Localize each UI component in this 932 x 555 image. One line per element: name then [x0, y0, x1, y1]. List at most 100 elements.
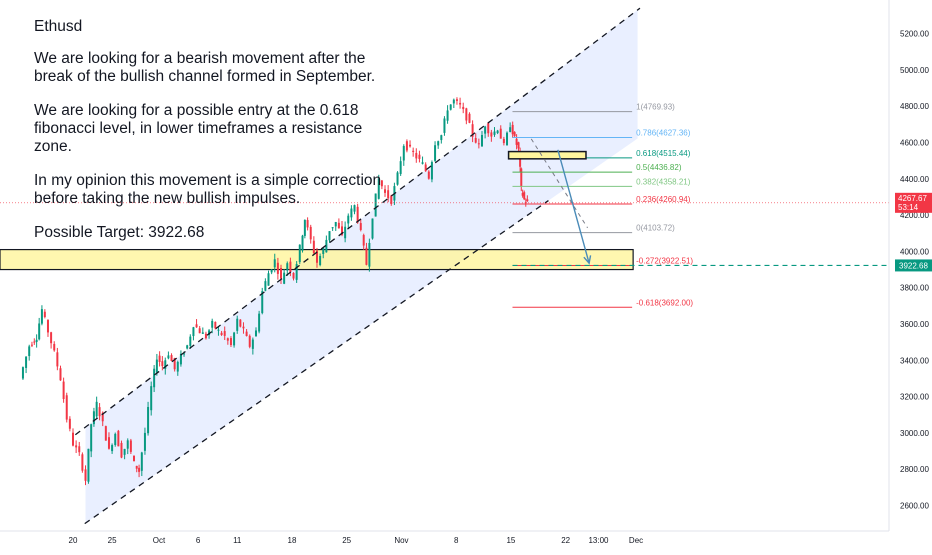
time-tick-label: 13:00 — [588, 536, 609, 545]
candle-body — [204, 333, 207, 339]
fib-level-label: 0.786(4627.36) — [636, 129, 691, 138]
candle-body — [101, 412, 104, 422]
fib-level-label: 0.5(4436.82) — [636, 163, 682, 172]
price-axis[interactable]: 2600.00 2800.00 3000.00 3200.00 3400.00 3600.… — [888, 0, 932, 531]
candle-body — [95, 401, 98, 417]
idea-paragraph-1: We are looking for a bearish movement af… — [34, 50, 376, 85]
candle-body — [72, 432, 74, 446]
candle-body — [434, 145, 437, 161]
candle-body — [208, 330, 211, 336]
candle-body — [334, 222, 337, 227]
candle-body — [295, 263, 298, 280]
candle-body — [84, 469, 87, 481]
candle-body — [325, 239, 328, 253]
candle-body — [195, 324, 198, 328]
candle-body — [520, 168, 523, 187]
candle-body — [399, 161, 402, 174]
candle-body — [153, 368, 156, 388]
candle-body — [25, 356, 28, 368]
time-tick-label: 25 — [342, 536, 351, 545]
candle-body — [167, 355, 170, 359]
candle-body — [211, 320, 214, 328]
candle-body — [129, 440, 132, 452]
candle-body — [201, 332, 204, 334]
fib-level-label: -0.272(3922.51) — [636, 256, 693, 265]
fib-level-label: -0.618(3692.00) — [636, 298, 693, 307]
candle-body — [309, 226, 312, 240]
candle-body — [273, 259, 276, 268]
candle-body — [267, 273, 270, 286]
candle-body — [424, 164, 427, 172]
price-tick-label: 3600.00 — [900, 320, 929, 329]
candle-body — [465, 108, 468, 121]
candle-body — [132, 455, 135, 462]
candle-body — [229, 338, 232, 346]
candle-body — [301, 235, 304, 251]
candles — [21, 97, 529, 486]
candle-body — [490, 132, 493, 137]
candle-body — [303, 219, 306, 236]
candle-body — [526, 199, 529, 202]
candle-body — [412, 150, 415, 152]
channel-upper-line — [74, 7, 641, 436]
candle-body — [43, 311, 46, 318]
candle-body — [75, 445, 78, 448]
candle-body — [418, 154, 421, 159]
candle-body — [415, 152, 418, 159]
candle-body — [192, 327, 195, 337]
candle-body — [452, 99, 455, 104]
price-tick-label: 3400.00 — [900, 356, 929, 365]
idea-title: Ethusd — [34, 18, 83, 35]
candle-body — [65, 395, 68, 420]
price-tick-label: 2800.00 — [900, 465, 929, 474]
countdown-label: 53:14 — [898, 203, 919, 212]
candle-body — [380, 180, 383, 187]
candle-body — [362, 235, 365, 246]
candle-body — [242, 326, 245, 329]
candle-body — [480, 134, 483, 147]
candle-body — [430, 162, 433, 180]
candle-body — [312, 240, 315, 254]
candle-body — [502, 138, 505, 144]
candle-body — [138, 467, 141, 472]
candle-body — [104, 426, 107, 441]
candle-body — [254, 330, 257, 337]
candle-body — [292, 272, 295, 279]
candle-body — [30, 344, 33, 346]
candle-body — [261, 291, 264, 314]
candle-body — [286, 263, 289, 271]
candle-body — [377, 178, 380, 199]
price-tick-label: 4600.00 — [900, 139, 929, 148]
candle-body — [90, 424, 93, 452]
channel-lines — [74, 7, 641, 525]
candle-body — [353, 205, 356, 212]
candle-body — [117, 430, 120, 447]
resistance-box — [507, 150, 587, 160]
candle-body — [455, 99, 458, 101]
current-price-label: 4267.67 — [898, 194, 927, 203]
candle-body — [506, 132, 509, 146]
candle-body — [368, 242, 371, 267]
candle-body — [123, 448, 126, 455]
candle-body — [35, 339, 38, 342]
candle-body — [158, 355, 161, 362]
candle-body — [328, 231, 331, 241]
candle-body — [226, 338, 229, 341]
candle-body — [350, 208, 353, 218]
candle-body — [521, 192, 524, 196]
candle-body — [21, 367, 24, 379]
candle-body — [143, 432, 146, 451]
time-axis[interactable]: 20 25 Oct 6 11 18 25 Nov 8 15 22 13:00 Dec — [0, 530, 889, 545]
candle-body — [499, 128, 502, 139]
candle-body — [28, 346, 31, 357]
projection-arrow-line — [557, 149, 590, 264]
fib-level-label: 0.382(4358.21) — [636, 177, 691, 186]
candle-body — [98, 407, 101, 417]
idea-paragraph-2: We are looking for a possible entry at t… — [34, 102, 363, 155]
candle-body — [396, 172, 399, 185]
candle-body — [474, 138, 477, 143]
candle-body — [198, 328, 201, 334]
